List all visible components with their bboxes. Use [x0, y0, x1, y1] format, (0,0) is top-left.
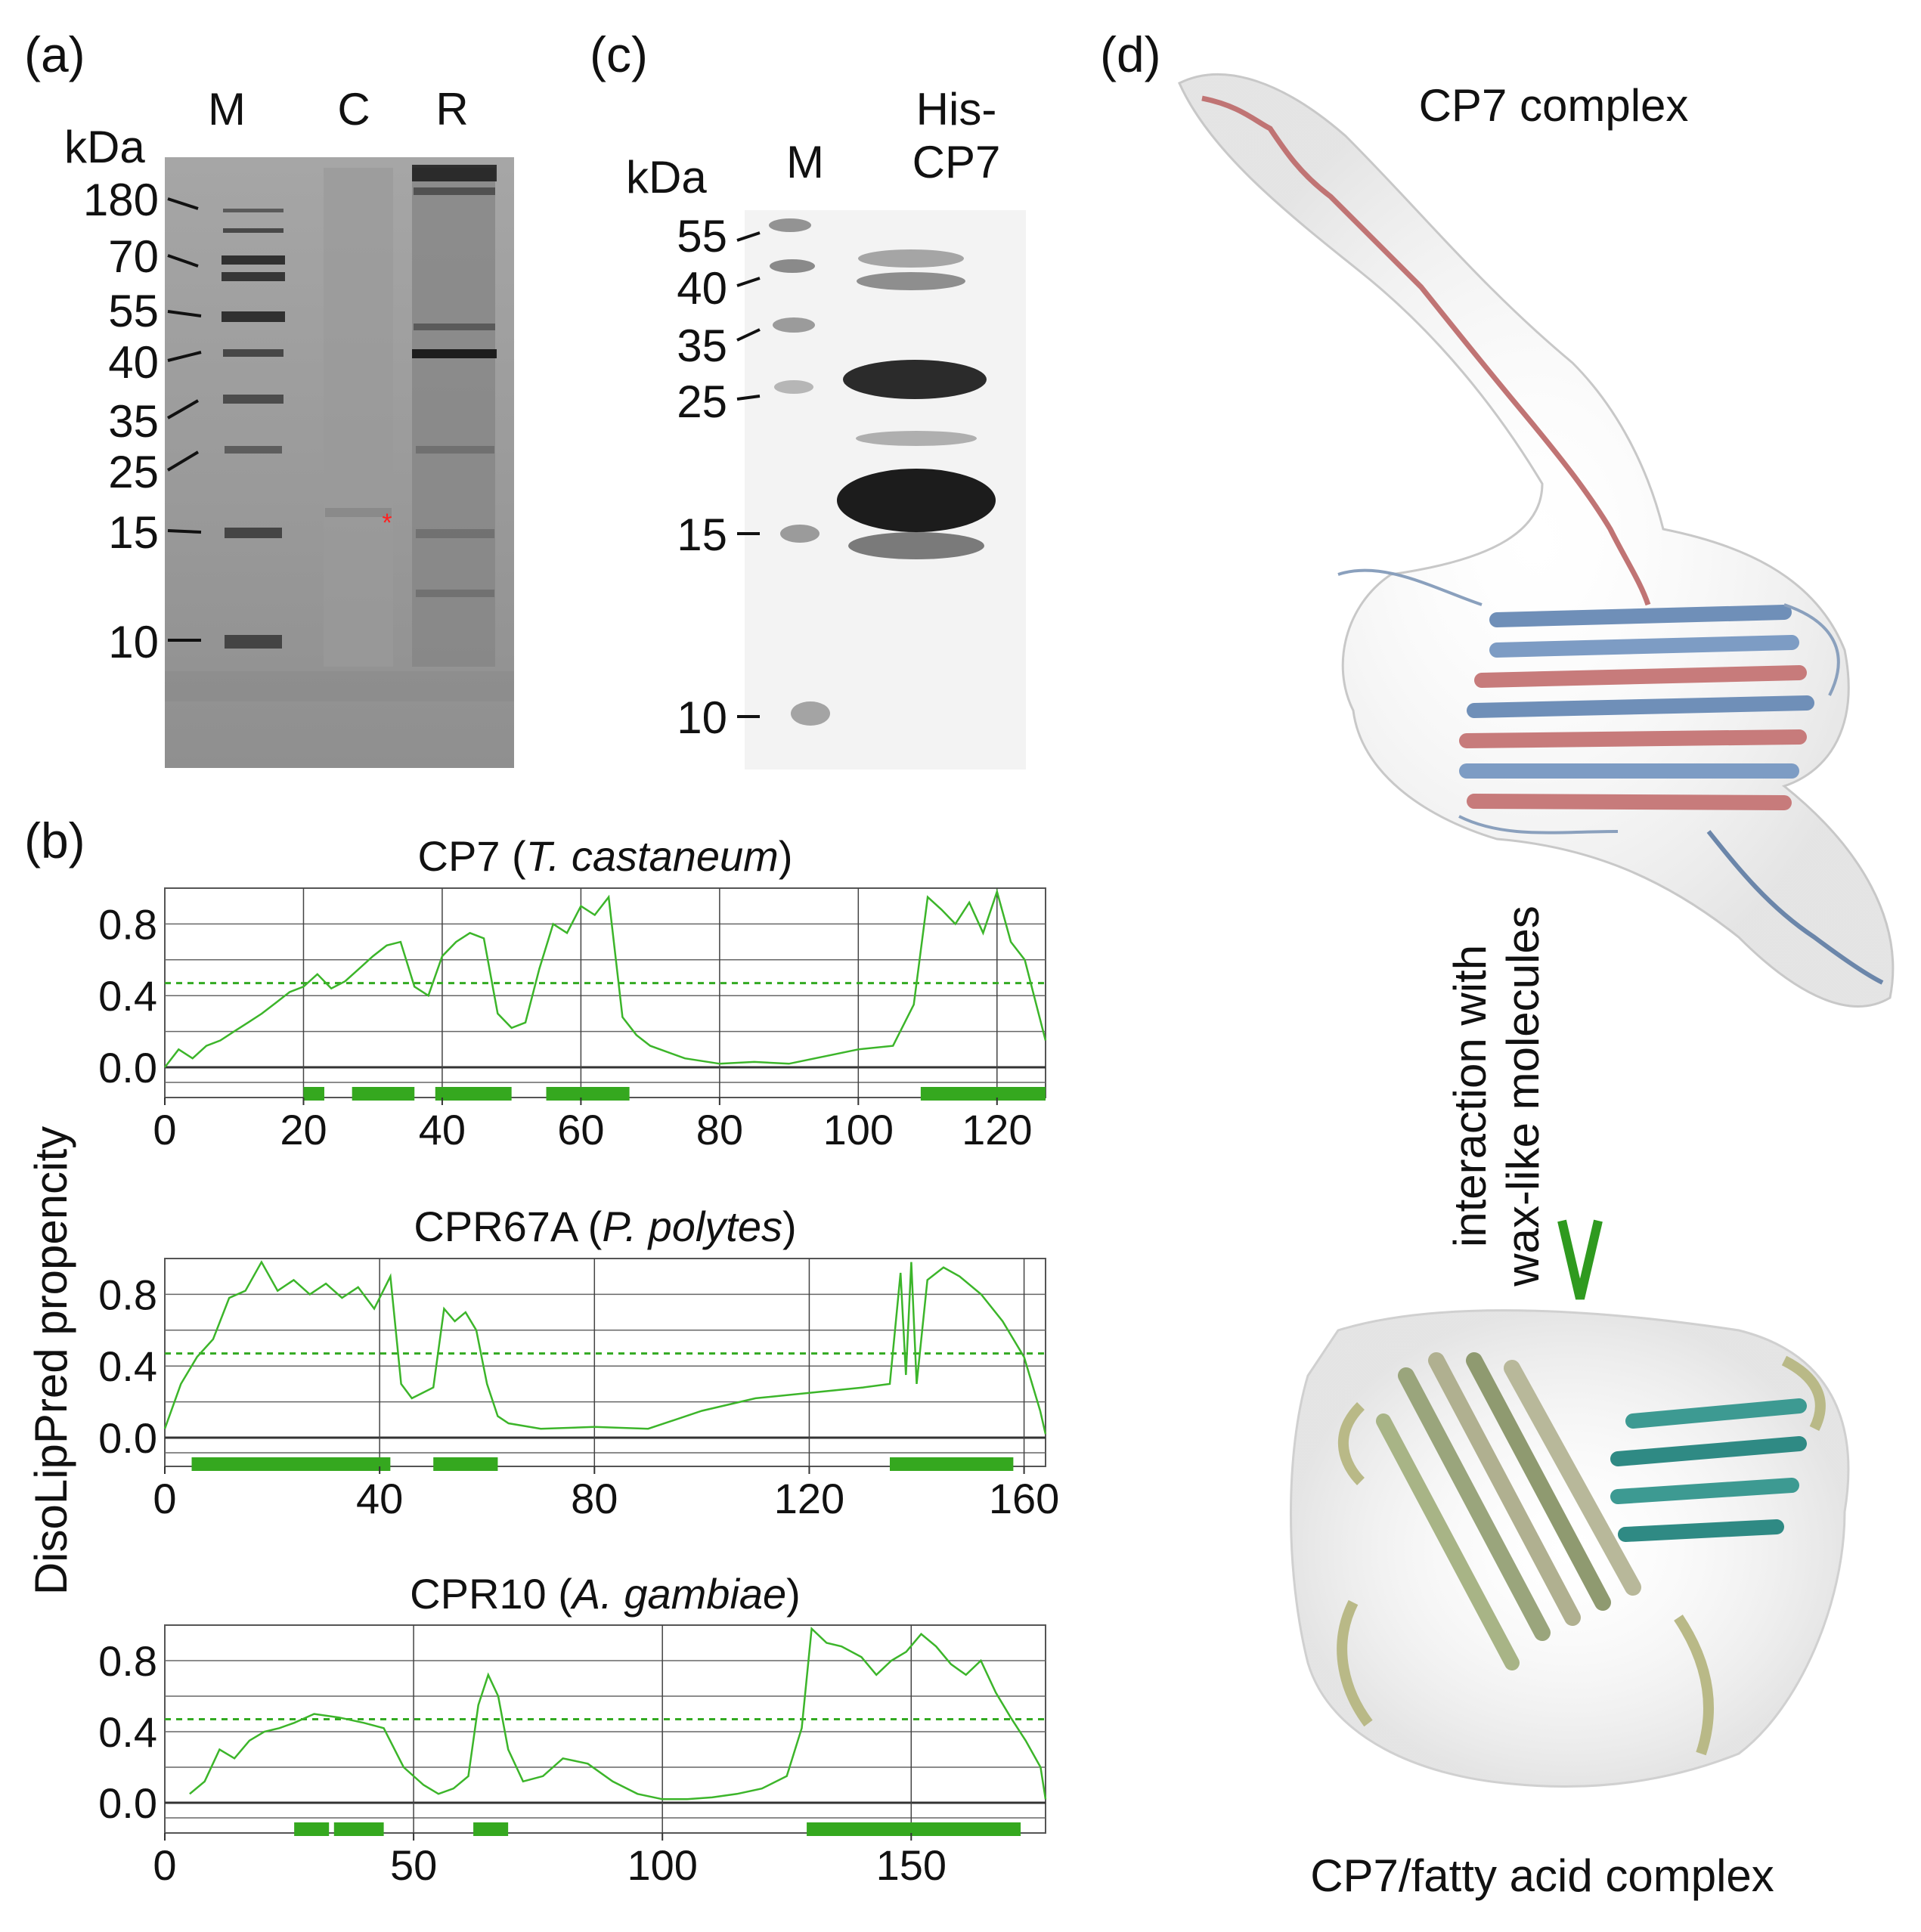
panel-c-label: (c): [590, 26, 648, 82]
disorder-region-bar: [546, 1087, 630, 1101]
disorder-region-bar: [352, 1087, 415, 1101]
y-tick-label: 0.0: [98, 1414, 157, 1462]
cp7-complex-structure: [1178, 73, 1895, 1008]
gel-c-image: [745, 210, 1026, 769]
gel-a-asterisk: *: [382, 509, 392, 537]
x-tick-label: 120: [774, 1475, 844, 1522]
x-tick-label: 100: [627, 1841, 697, 1889]
gel-a-marker-35: 35: [108, 396, 159, 447]
gel-a-lane-m: M: [208, 84, 246, 135]
x-tick-label: 80: [571, 1475, 618, 1522]
disorder-region-bar: [807, 1822, 1021, 1836]
arrow-text-line2: wax-like molecules: [1498, 906, 1548, 1287]
gel-a-kda-unit: kDa: [64, 122, 145, 172]
gel-c-lane-cp7: CP7: [912, 137, 1001, 187]
y-tick-label: 0.0: [98, 1044, 157, 1091]
gel-a-marker-10: 10: [108, 617, 159, 667]
chart-title: CPR10 (A. gambiae): [410, 1570, 801, 1618]
x-tick-label: 0: [153, 1841, 176, 1889]
gel-c-marker-40: 40: [677, 263, 727, 314]
x-tick-label: 80: [696, 1106, 743, 1153]
x-tick-label: 0: [153, 1106, 176, 1153]
gel-c-marker-55: 55: [677, 211, 727, 262]
chart-frame: [164, 1624, 1046, 1834]
disorder-region-bar: [333, 1822, 384, 1836]
x-tick-label: 150: [876, 1841, 947, 1889]
disolippred-chart-cpr67a: 0.0 0.4 0.8 0 40 80 120 160 CPR67A (P. polytes): [98, 1203, 1059, 1522]
arrow-text-line1: interaction with: [1445, 945, 1495, 1247]
gel-c-marker-labels: [736, 231, 761, 718]
x-tick-label: 50: [390, 1841, 437, 1889]
propensity-line: [163, 1260, 1047, 1435]
disorder-region-bar: [433, 1457, 498, 1471]
cp7-fatty-acid-complex-title: CP7/fatty acid complex: [1310, 1850, 1774, 1901]
y-tick-label: 0.8: [98, 1271, 157, 1318]
panel-b-ylabel: DisoLipPred propencity: [26, 1126, 76, 1595]
panel-d-label: (d): [1100, 26, 1161, 82]
gel-c-marker-35: 35: [677, 320, 727, 371]
panel-b-label: (b): [24, 813, 85, 868]
y-tick-label: 0.0: [98, 1779, 157, 1827]
gel-c-lane-m: M: [786, 137, 824, 187]
gel-a-marker-40: 40: [108, 337, 159, 388]
interaction-arrow: [1557, 907, 1603, 1300]
disolippred-chart-cpr10: 0.0 0.4 0.8 0 50 100 150 CPR10 (A. gambiae): [98, 1570, 1047, 1889]
x-tick-label: 120: [962, 1106, 1032, 1153]
disorder-region-bar: [191, 1457, 391, 1471]
gel-a-lane-c: C: [337, 84, 370, 135]
gel-a-marker-70: 70: [108, 231, 159, 282]
x-tick-label: 20: [280, 1106, 327, 1153]
gel-a-marker-55: 55: [108, 286, 159, 336]
cp7-fatty-acid-complex-structure: [1290, 1309, 1850, 1788]
propensity-line: [164, 888, 1047, 1068]
chart-title: CPR67A (P. polytes): [414, 1203, 796, 1250]
cp7-complex-title: CP7 complex: [1419, 80, 1689, 131]
gel-c-marker-25: 25: [677, 376, 727, 427]
y-tick-label: 0.8: [98, 1637, 157, 1685]
gel-a-lane-r: R: [435, 84, 468, 135]
disorder-region-bar: [473, 1822, 509, 1836]
gel-a-marker-180: 180: [83, 175, 159, 225]
gel-c-lane-his: His-: [916, 84, 997, 135]
chart-title: CP7 (T. castaneum): [418, 832, 793, 880]
x-tick-label: 0: [153, 1475, 176, 1522]
x-tick-label: 100: [823, 1106, 894, 1153]
chart-frame: [164, 1258, 1046, 1467]
gel-a-marker-15: 15: [108, 507, 159, 558]
disorder-region-bar: [889, 1457, 1014, 1471]
gel-c-marker-15: 15: [677, 509, 727, 560]
gel-a-image: [165, 157, 514, 768]
gel-a-marker-25: 25: [108, 447, 159, 497]
propensity-line: [189, 1627, 1047, 1800]
y-tick-label: 0.4: [98, 972, 157, 1020]
gel-c-marker-10: 10: [677, 692, 727, 743]
disorder-region-bar: [294, 1822, 330, 1836]
disorder-region-bar: [303, 1087, 324, 1101]
x-tick-label: 40: [356, 1475, 403, 1522]
y-tick-label: 0.8: [98, 900, 157, 948]
y-tick-label: 0.4: [98, 1708, 157, 1756]
x-tick-label: 160: [989, 1475, 1059, 1522]
panel-a-label: (a): [24, 26, 85, 82]
gel-a-marker-labels: [166, 197, 202, 642]
x-tick-label: 40: [419, 1106, 466, 1153]
gel-c-kda-unit: kDa: [626, 152, 707, 203]
disolippred-chart-cp7: 0.0 0.4 0.8 0 20 40 60 80 100 120 CP7 (T. castaneu…: [98, 832, 1047, 1153]
disorder-region-bar: [435, 1087, 512, 1101]
x-tick-label: 60: [557, 1106, 604, 1153]
disorder-region-bar: [920, 1087, 1046, 1101]
y-tick-label: 0.4: [98, 1342, 157, 1390]
chart-frame: [164, 887, 1046, 1098]
